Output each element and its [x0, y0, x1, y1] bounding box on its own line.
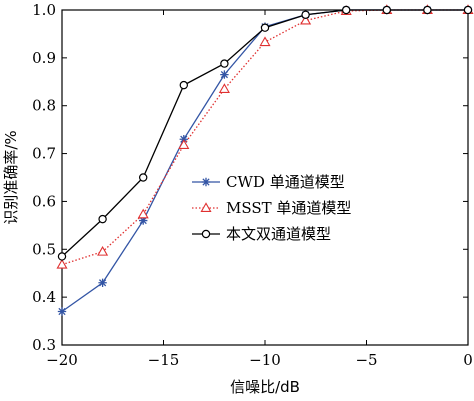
data-point — [137, 208, 149, 219]
legend-item: CWD 单通道模型 — [192, 173, 345, 191]
data-point — [178, 139, 190, 149]
data-point — [57, 252, 67, 261]
series-1 — [57, 5, 473, 316]
legend-item: MSST 单通道模型 — [192, 199, 351, 217]
data-point — [423, 5, 432, 15]
x-tick-label: −10 — [249, 351, 281, 369]
data-point — [56, 258, 68, 269]
data-point — [301, 10, 310, 19]
data-point — [57, 307, 67, 316]
series-line — [61, 9, 468, 257]
series-layer — [56, 4, 474, 316]
data-point — [201, 229, 211, 239]
y-tick-label: 0.3 — [32, 336, 56, 354]
y-tick-label: 0.4 — [32, 288, 56, 306]
x-tick-label: −15 — [148, 351, 180, 369]
x-tick-label: −5 — [355, 351, 377, 369]
legend-item: 本文双通道模型 — [192, 225, 331, 243]
data-point — [259, 36, 271, 47]
data-point — [463, 5, 473, 15]
legend-label: MSST 单通道模型 — [226, 199, 351, 217]
data-point — [220, 70, 229, 79]
y-tick-label: 0.6 — [32, 192, 56, 210]
data-point — [97, 245, 109, 256]
series-3 — [57, 5, 473, 261]
y-tick-label: 1.0 — [32, 1, 56, 19]
data-point — [300, 14, 312, 25]
x-axis-title: 信噪比/dB — [230, 378, 300, 396]
data-point — [201, 177, 211, 187]
y-tick-label: 0.7 — [32, 145, 56, 163]
y-tick-label: 0.9 — [32, 49, 56, 67]
data-point — [382, 5, 391, 15]
data-point — [260, 23, 270, 32]
legend-label: 本文双通道模型 — [226, 225, 331, 243]
data-point — [218, 83, 230, 93]
x-tick-label: −20 — [46, 351, 78, 369]
x-tick-label: 0 — [463, 351, 473, 369]
legend-label: CWD 单通道模型 — [226, 173, 345, 191]
y-axis-title: 识别准确率/% — [2, 130, 20, 224]
y-axis: 0.3 0.4 0.5 0.6 0.7 0.8 0.9 1.0 — [32, 1, 468, 354]
data-point — [139, 216, 148, 225]
x-axis: −20 −15 −10 −5 0 — [46, 10, 473, 369]
data-point — [179, 80, 188, 90]
y-tick-label: 0.5 — [32, 240, 56, 258]
series-line — [61, 9, 468, 313]
data-point — [342, 5, 351, 15]
data-point — [220, 59, 229, 68]
data-point — [98, 278, 107, 287]
data-point — [98, 214, 107, 224]
data-point — [179, 135, 188, 144]
data-point — [138, 173, 148, 182]
y-tick-label: 0.8 — [32, 97, 56, 115]
data-point — [200, 202, 212, 212]
